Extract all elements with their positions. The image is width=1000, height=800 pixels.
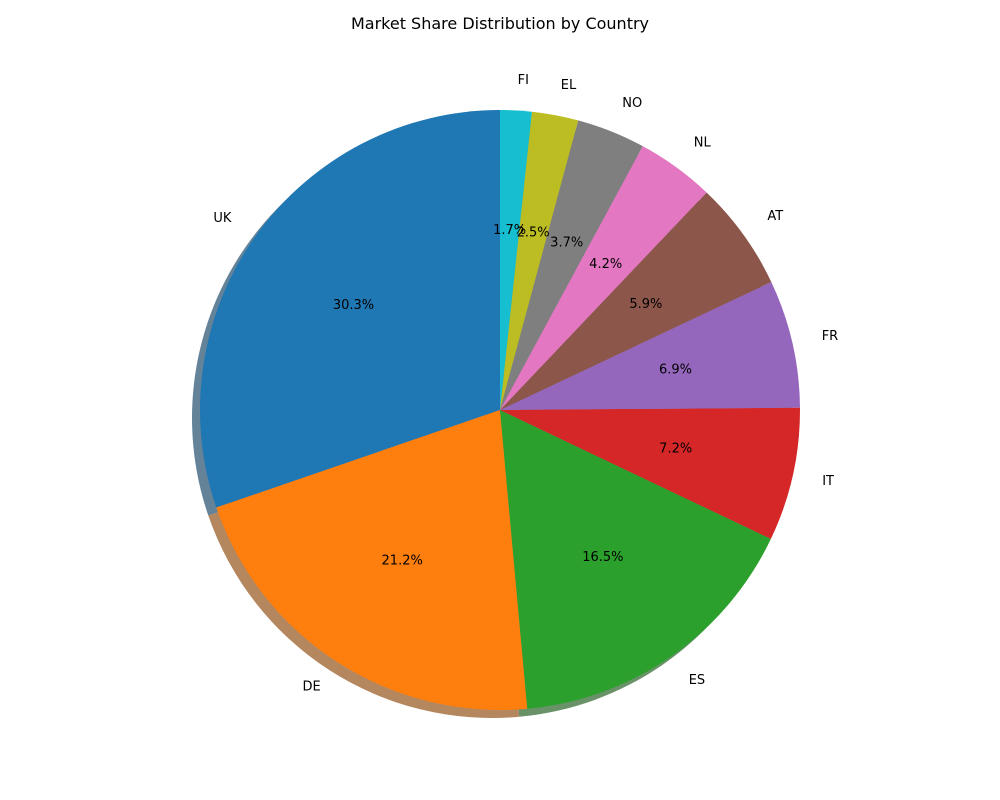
slice-label-fi: FI bbox=[518, 73, 529, 88]
slice-es bbox=[500, 410, 771, 709]
slice-nl bbox=[500, 146, 707, 410]
slice-el bbox=[500, 111, 579, 411]
slice-de bbox=[216, 410, 528, 711]
pct-label-el: 2.5% bbox=[517, 226, 550, 241]
slice-no bbox=[500, 120, 643, 411]
slice-at bbox=[500, 192, 772, 410]
chart-title: Market Share Distribution by Country bbox=[351, 14, 649, 33]
slice-label-de: DE bbox=[302, 680, 320, 695]
slice-label-it: IT bbox=[822, 474, 834, 489]
slice-label-at: AT bbox=[767, 209, 783, 224]
pct-label-it: 7.2% bbox=[659, 442, 692, 457]
pct-label-uk: 30.3% bbox=[333, 298, 374, 313]
slice-label-no: NO bbox=[622, 96, 642, 111]
pct-label-no: 3.7% bbox=[550, 235, 583, 250]
slice-fi bbox=[500, 110, 532, 410]
pct-label-fr: 6.9% bbox=[659, 362, 692, 377]
pct-label-de: 21.2% bbox=[382, 554, 423, 569]
pct-label-es: 16.5% bbox=[582, 550, 623, 565]
slice-fr bbox=[500, 281, 800, 410]
slice-label-uk: UK bbox=[213, 211, 232, 226]
pct-label-fi: 1.7% bbox=[493, 223, 526, 238]
pie-labels: UK 30.3% DE 21.2% ES 16.5% IT 7.2% FR 6.9% AT 5.9% N… bbox=[213, 73, 838, 695]
pie-slices bbox=[200, 110, 800, 711]
slice-label-fr: FR bbox=[822, 329, 839, 344]
slice-label-el: EL bbox=[561, 78, 577, 93]
slice-label-es: ES bbox=[689, 673, 705, 688]
pct-label-nl: 4.2% bbox=[589, 257, 622, 272]
slice-label-nl: NL bbox=[694, 135, 712, 150]
pct-label-at: 5.9% bbox=[629, 297, 662, 312]
slice-uk bbox=[200, 110, 500, 508]
slice-it bbox=[500, 407, 800, 539]
